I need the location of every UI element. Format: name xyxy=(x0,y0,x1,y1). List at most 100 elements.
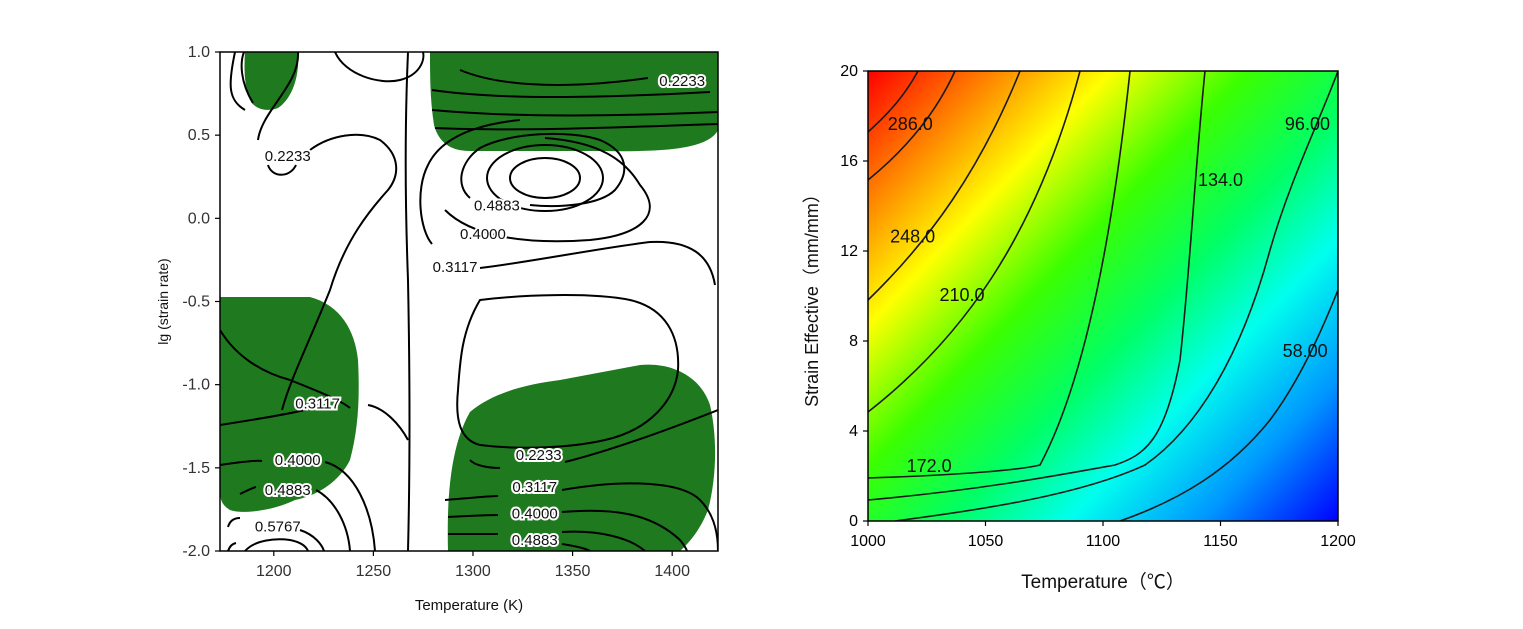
contour-value-label: 248.0 xyxy=(890,226,935,246)
x-tick-label: 1350 xyxy=(555,563,591,580)
contour-line xyxy=(227,542,237,551)
contour-line xyxy=(257,52,300,141)
contour-line xyxy=(244,538,309,551)
x-tick-label: 1300 xyxy=(455,563,491,580)
contour-line xyxy=(486,144,604,212)
contour-line xyxy=(220,407,313,426)
contour-value-label: 0.2233 xyxy=(659,73,705,90)
contour-line xyxy=(479,240,716,286)
contour-value-label: 0.4000 xyxy=(275,452,321,469)
contour-value-label: 0.2233 xyxy=(516,447,562,464)
contour-line xyxy=(561,509,688,551)
contour-value-label: 0.4883 xyxy=(474,198,520,215)
y-tick-label: 12 xyxy=(840,243,858,260)
contour-line xyxy=(444,495,499,501)
contour-line xyxy=(509,157,581,199)
instability-region-left xyxy=(220,297,359,512)
contour-line xyxy=(334,52,425,83)
y-tick-label: 4 xyxy=(849,423,858,440)
contour-line xyxy=(561,530,646,551)
left-chart: 0.2233 0.2233 0.4883 0.4000 0.3117 0.3117 0.40… xyxy=(155,44,719,614)
contour-line xyxy=(444,137,651,243)
contour-line xyxy=(561,482,718,551)
contour-lines xyxy=(220,52,718,551)
axes: 1200 1250 1300 1350 1400 1.0 0.5 0.0 -0.5 -1.0 -1.… xyxy=(155,44,690,614)
contour-line xyxy=(431,109,718,117)
contour-line xyxy=(456,294,680,449)
contour-line xyxy=(419,119,521,245)
right-chart: 286.0 248.0 210.0 172.0 134.0 96.00 58.00 1000… xyxy=(802,63,1356,593)
y-tick-label: -1.5 xyxy=(182,460,210,477)
y-tick-label: -0.5 xyxy=(182,294,210,311)
contour-value-label: 286.0 xyxy=(888,114,933,134)
contour-line xyxy=(431,89,711,98)
contour-line xyxy=(868,71,1131,479)
heatmap-field xyxy=(868,71,1338,521)
contour-value-label: 134.0 xyxy=(1198,170,1243,190)
contour-line xyxy=(1119,289,1338,521)
contour-line xyxy=(227,517,241,528)
contour-lines xyxy=(868,71,1338,521)
contour-value-label: 210.0 xyxy=(939,285,984,305)
contour-labels: 0.2233 0.2233 0.4883 0.4000 0.3117 0.3117 0.40… xyxy=(253,71,707,551)
contour-value-label: 0.2233 xyxy=(265,148,311,165)
x-axis-title: Temperature（℃） xyxy=(1021,571,1185,593)
contour-line xyxy=(868,71,956,181)
y-tick-label: 0 xyxy=(849,513,858,530)
y-axis-title: Strain Effective（mm/mm） xyxy=(802,185,822,407)
x-tick-label: 1150 xyxy=(1203,533,1238,550)
contour-line xyxy=(447,514,499,518)
contour-value-label: 0.3117 xyxy=(512,479,557,496)
instability-region-top-left xyxy=(244,52,299,110)
contour-line xyxy=(404,52,411,551)
contour-line xyxy=(299,529,325,551)
contour-value-label: 96.00 xyxy=(1285,114,1330,134)
contour-line xyxy=(367,404,409,441)
contour-line xyxy=(220,329,351,409)
contour-line xyxy=(220,459,263,466)
y-tick-label: 0.5 xyxy=(188,127,210,144)
contour-line xyxy=(868,71,1081,413)
x-tick-label: 1100 xyxy=(1086,533,1121,550)
x-tick-label: 1200 xyxy=(256,563,292,580)
contour-labels: 286.0 248.0 210.0 172.0 134.0 96.00 58.00 xyxy=(888,114,1330,476)
contour-line xyxy=(894,71,1338,521)
contour-line xyxy=(324,461,376,551)
contour-value-label: 0.4000 xyxy=(460,226,506,243)
contour-line xyxy=(564,409,718,463)
contour-line xyxy=(267,164,297,176)
x-tick-label: 1050 xyxy=(968,533,1004,550)
y-tick-label: -1.0 xyxy=(182,377,210,394)
contour-line xyxy=(281,133,398,411)
y-tick-label: 8 xyxy=(849,333,858,350)
contour-value-label: 0.3117 xyxy=(433,259,478,276)
contour-line xyxy=(868,71,1206,501)
contour-line xyxy=(459,69,649,86)
axes: 1000 1050 1100 1150 1200 20 16 12 8 4 0 Temperature… xyxy=(802,63,1356,593)
contour-line xyxy=(239,486,257,495)
instability-region-top-right xyxy=(430,52,718,152)
contour-value-label: 0.4883 xyxy=(265,482,311,499)
x-tick-label: 1200 xyxy=(1320,533,1356,550)
x-axis-title: Temperature (K) xyxy=(415,597,523,614)
contour-line xyxy=(315,489,351,551)
contour-line xyxy=(460,132,626,208)
contour-value-label: 0.3117 xyxy=(295,396,340,413)
contour-line xyxy=(868,71,919,133)
contour-line xyxy=(469,459,501,469)
y-tick-label: -2.0 xyxy=(182,543,210,560)
y-tick-label: 16 xyxy=(840,153,858,170)
y-tick-label: 0.0 xyxy=(188,210,210,227)
contour-line xyxy=(868,71,1021,301)
x-tick-label: 1000 xyxy=(850,533,886,550)
contour-value-label: 0.5767 xyxy=(255,519,301,536)
y-axis-title: lg (strain rate) xyxy=(155,258,171,344)
contour-line xyxy=(229,52,246,111)
contour-value-label: 0.4000 xyxy=(512,505,558,522)
contour-value-label: 172.0 xyxy=(907,456,952,476)
contour-value-label: 58.00 xyxy=(1283,341,1328,361)
y-tick-label: 20 xyxy=(840,63,858,80)
x-tick-label: 1400 xyxy=(654,563,690,580)
y-tick-label: 1.0 xyxy=(188,44,210,61)
